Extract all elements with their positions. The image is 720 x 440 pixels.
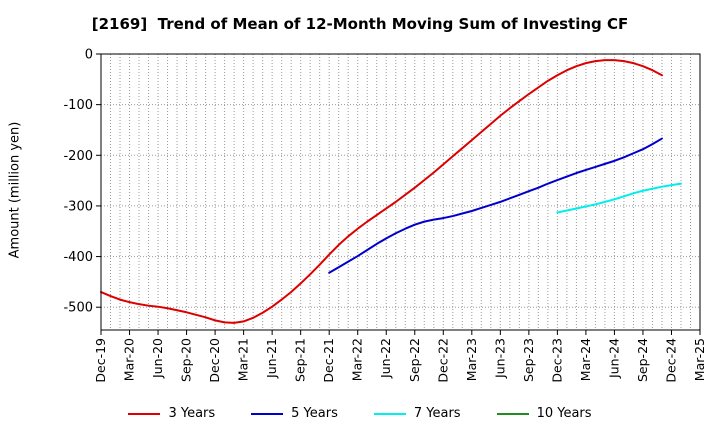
- legend-swatch: [373, 412, 406, 415]
- legend: 3 Years 5 Years 7 Years 10 Years: [0, 406, 720, 421]
- y-tick-label: -400: [63, 250, 93, 265]
- plot-frame: [100, 53, 701, 331]
- x-tick-label: Dec-24: [663, 338, 678, 383]
- x-tick-label: Jun-20: [150, 338, 165, 379]
- x-tick-label: Mar-25: [692, 338, 707, 381]
- legend-item: 5 Years: [251, 406, 338, 421]
- series-lines: [100, 59, 682, 324]
- x-tick-label: Mar-21: [236, 338, 251, 381]
- x-tick-label: Dec-21: [321, 338, 336, 383]
- x-tick-label: Mar-20: [122, 338, 137, 381]
- x-tick-label: Sep-20: [179, 338, 194, 382]
- legend-item: 3 Years: [128, 406, 215, 421]
- series-line-5-years: [328, 137, 663, 274]
- x-tick-label: Dec-23: [549, 338, 564, 383]
- x-tick-label: Jun-22: [378, 338, 393, 379]
- legend-item: 10 Years: [496, 406, 592, 421]
- axis-ticks: 0 -100 -200 -300 -400 -500 Dec-19 Mar-20 Jun-20 S…: [63, 48, 707, 383]
- legend-label: 10 Years: [536, 406, 592, 421]
- chart-title: [2169] Trend of Mean of 12-Month Moving …: [91, 15, 629, 33]
- x-tick-label: Jun-21: [264, 338, 279, 379]
- x-tick-label: Sep-22: [407, 338, 422, 382]
- x-tick-label: Jun-24: [606, 338, 621, 379]
- legend-swatch: [128, 412, 161, 415]
- x-tick-label: Sep-23: [521, 338, 536, 382]
- grid: [101, 53, 700, 330]
- x-tick-label: Mar-23: [464, 338, 479, 381]
- series-line-3-years: [100, 59, 663, 324]
- legend-label: 7 Years: [413, 406, 461, 421]
- x-tick-label: Sep-21: [293, 338, 308, 382]
- y-tick-label: -300: [63, 199, 93, 214]
- y-tick-label: 0: [85, 48, 93, 63]
- legend-swatch: [251, 412, 284, 415]
- x-tick-label: Sep-24: [635, 338, 650, 382]
- series-line-7-years: [556, 182, 682, 214]
- legend-label: 3 Years: [168, 406, 216, 421]
- y-tick-label: -500: [63, 301, 93, 316]
- legend-item: 7 Years: [373, 406, 461, 421]
- y-tick-label: -200: [63, 149, 93, 164]
- x-tick-label: Jun-23: [492, 338, 507, 379]
- x-tick-label: Dec-19: [93, 338, 108, 383]
- x-tick-label: Mar-24: [578, 338, 593, 381]
- plot-area: [101, 54, 700, 330]
- legend-label: 5 Years: [291, 406, 338, 421]
- x-tick-label: Mar-22: [350, 338, 365, 381]
- x-tick-label: Dec-20: [207, 338, 222, 383]
- legend-swatch: [496, 412, 529, 415]
- y-tick-label: -100: [63, 98, 93, 113]
- x-tick-label: Dec-22: [435, 338, 450, 383]
